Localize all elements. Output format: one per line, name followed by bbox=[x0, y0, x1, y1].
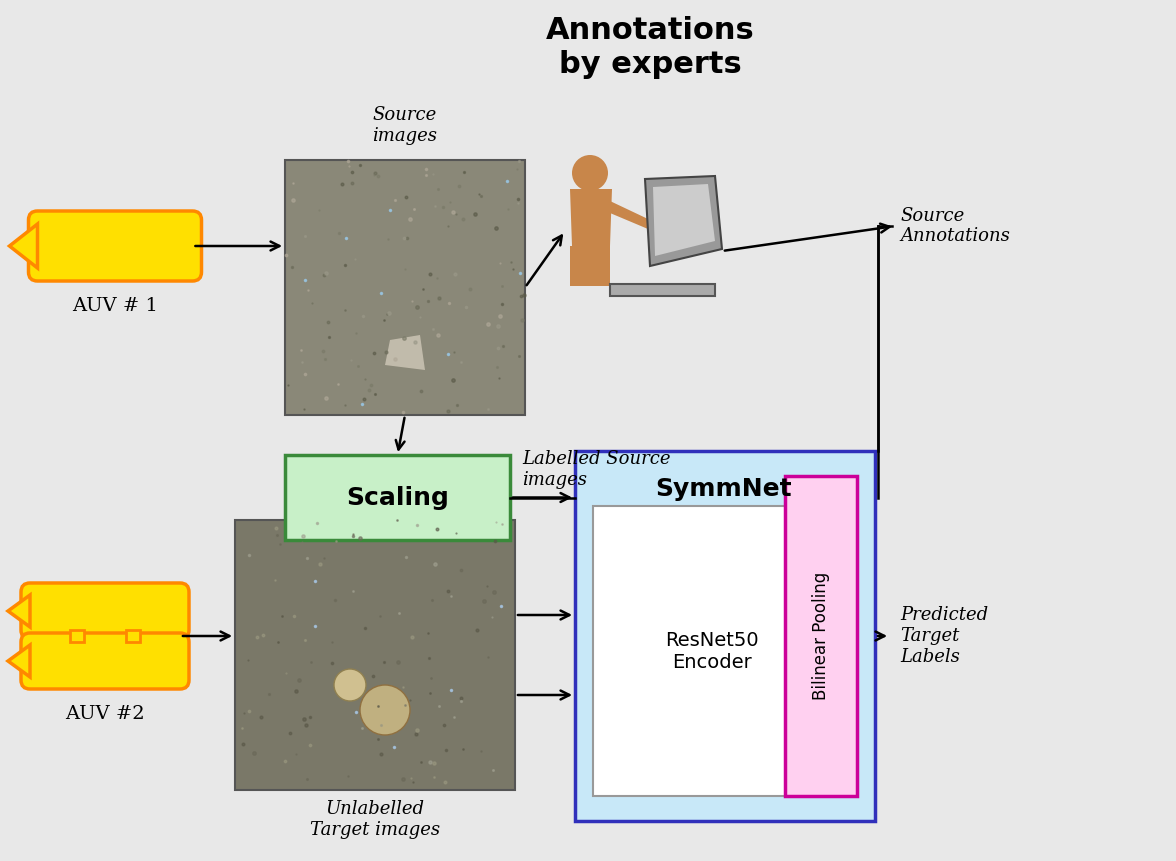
Polygon shape bbox=[8, 645, 31, 677]
Text: Source
Annotations: Source Annotations bbox=[900, 207, 1010, 245]
Text: Scaling: Scaling bbox=[346, 486, 449, 510]
Text: AUV #2: AUV #2 bbox=[65, 705, 145, 723]
Circle shape bbox=[572, 155, 608, 191]
Text: ResNet50
Encoder: ResNet50 Encoder bbox=[664, 630, 759, 672]
Bar bbox=[285, 455, 510, 540]
Bar bbox=[786, 476, 857, 796]
FancyBboxPatch shape bbox=[21, 633, 189, 689]
Bar bbox=[126, 630, 140, 642]
Bar bbox=[235, 520, 515, 790]
Bar bbox=[71, 630, 83, 642]
Polygon shape bbox=[9, 224, 38, 268]
Text: Source
images: Source images bbox=[373, 106, 437, 145]
FancyBboxPatch shape bbox=[21, 583, 189, 639]
Polygon shape bbox=[653, 184, 715, 256]
Polygon shape bbox=[610, 201, 648, 229]
Bar bbox=[575, 451, 875, 821]
Polygon shape bbox=[385, 335, 425, 370]
Bar bbox=[285, 160, 524, 415]
Circle shape bbox=[360, 685, 410, 735]
Polygon shape bbox=[644, 176, 722, 266]
Text: Bilinear Pooling: Bilinear Pooling bbox=[811, 572, 830, 700]
Bar bbox=[593, 506, 830, 796]
Polygon shape bbox=[8, 595, 31, 627]
Text: Annotations
by experts: Annotations by experts bbox=[546, 16, 754, 78]
Text: Predicted
Target
Labels: Predicted Target Labels bbox=[900, 606, 988, 666]
Polygon shape bbox=[570, 246, 610, 286]
Text: AUV # 1: AUV # 1 bbox=[72, 297, 158, 315]
FancyBboxPatch shape bbox=[28, 211, 201, 281]
Bar bbox=[610, 284, 715, 296]
Text: Labelled Source
images: Labelled Source images bbox=[522, 450, 670, 489]
Text: Unlabelled
Target images: Unlabelled Target images bbox=[310, 800, 440, 839]
Polygon shape bbox=[570, 189, 612, 246]
Text: SymmNet: SymmNet bbox=[655, 477, 791, 501]
Circle shape bbox=[334, 669, 366, 701]
